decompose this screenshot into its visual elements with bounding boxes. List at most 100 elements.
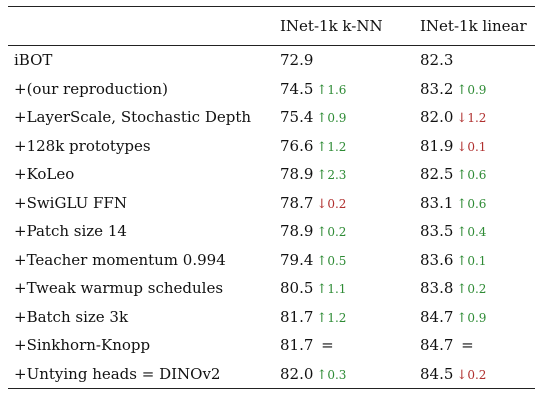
- knn-value: 74.5: [280, 79, 314, 98]
- knn-delta: ↑1.1: [316, 282, 347, 298]
- table-row: +SwiGLU FFN 78.7 ↓0.2 83.1 ↑0.6: [8, 189, 535, 218]
- linear-value: 83.8: [420, 279, 454, 298]
- linear-delta-value: 0.9: [467, 310, 487, 325]
- header-rule: [8, 45, 535, 46]
- row-label: +(our reproduction): [14, 79, 168, 98]
- linear-delta: ↓0.1: [456, 139, 487, 155]
- linear-delta-value: 1.2: [467, 111, 487, 126]
- knn-delta-value: 0.2: [327, 225, 347, 240]
- linear-delta: ↑0.6: [456, 196, 487, 212]
- knn-delta-value: 1.2: [327, 310, 347, 325]
- linear-value: 84.7: [420, 336, 454, 355]
- knn-value: 81.7: [280, 336, 314, 355]
- linear-delta-value: 0.2: [467, 282, 487, 297]
- table-row: +Untying heads = DINOv2 82.0 ↑0.3 84.5 ↓0.2: [8, 360, 535, 389]
- linear-delta: ↑0.4: [456, 225, 487, 241]
- linear-cell: 83.6 ↑0.1: [420, 251, 535, 269]
- row-label: +Tweak warmup schedules: [14, 279, 224, 298]
- up-arrow-icon: ↑: [456, 168, 468, 184]
- knn-delta-value: 1.1: [327, 282, 347, 297]
- knn-cell: 74.5 ↑1.6: [280, 80, 420, 98]
- linear-delta-value: 0.6: [467, 168, 487, 183]
- linear-value: 84.5: [420, 364, 454, 383]
- linear-value: 81.9: [420, 136, 454, 155]
- knn-cell: 78.9 ↑0.2: [280, 222, 420, 240]
- up-arrow-icon: ↑: [316, 282, 328, 298]
- knn-cell: 78.7 ↓0.2: [280, 194, 420, 212]
- knn-delta-value: 0.3: [327, 367, 347, 382]
- row-label: iBOT: [14, 51, 53, 70]
- linear-delta: ↑0.1: [456, 253, 487, 269]
- linear-cell: 83.8 ↑0.2: [420, 279, 535, 297]
- knn-cell: 75.4 ↑0.9: [280, 108, 420, 126]
- linear-delta: ↑0.2: [456, 282, 487, 298]
- knn-delta: ↑0.5: [316, 253, 347, 269]
- knn-delta: ↑1.6: [316, 82, 347, 98]
- up-arrow-icon: ↑: [316, 367, 328, 383]
- table-row: +LayerScale, Stochastic Depth 75.4 ↑0.9 82.…: [8, 103, 535, 132]
- table-row: +KoLeo 78.9 ↑2.3 82.5 ↑0.6: [8, 160, 535, 189]
- linear-delta-value: 0.1: [467, 253, 487, 268]
- knn-delta: ↑1.2: [316, 310, 347, 326]
- knn-value: 79.4: [280, 250, 314, 269]
- linear-value: 83.5: [420, 222, 454, 241]
- linear-cell: 84.7 ↑0.9: [420, 308, 535, 326]
- knn-delta-value: 1.2: [327, 139, 347, 154]
- knn-cell: 72.9: [280, 51, 420, 69]
- knn-value: 78.9: [280, 165, 314, 184]
- linear-value: 83.6: [420, 250, 454, 269]
- linear-delta: ↑0.6: [456, 168, 487, 184]
- knn-delta-value: 0.5: [327, 253, 347, 268]
- knn-value: 82.0: [280, 364, 314, 383]
- row-label: +Untying heads = DINOv2: [14, 364, 221, 383]
- up-arrow-icon: ↑: [456, 310, 468, 326]
- row-label: +Teacher momentum 0.994: [14, 250, 226, 269]
- knn-delta: ↑0.2: [316, 225, 347, 240]
- knn-value: 76.6: [280, 136, 314, 155]
- linear-cell: 82.3: [420, 51, 535, 69]
- linear-delta-value: 0.9: [467, 82, 487, 97]
- header-knn: INet-1k k-NN: [280, 17, 383, 35]
- linear-cell: 83.2 ↑0.9: [420, 80, 535, 98]
- linear-value: 84.7: [420, 307, 454, 326]
- table-row: +(our reproduction) 74.5 ↑1.6 83.2 ↑0.9: [8, 75, 535, 104]
- table-row: +Tweak warmup schedules 80.5 ↑1.1 83.8 ↑0.2: [8, 274, 535, 303]
- linear-cell: 82.5 ↑0.6: [420, 165, 535, 183]
- linear-cell: 83.5 ↑0.4: [420, 222, 535, 240]
- table-row: +Teacher momentum 0.994 79.4 ↑0.5 83.6 ↑0.1: [8, 246, 535, 275]
- up-arrow-icon: ↑: [456, 196, 468, 212]
- linear-value: 83.2: [420, 79, 454, 98]
- row-label: +128k prototypes: [14, 136, 151, 155]
- up-arrow-icon: ↑: [316, 168, 328, 184]
- table-body: iBOT 72.9 82.3 +(our reproduction) 74.5 ↑1.6 8…: [8, 46, 535, 388]
- linear-delta-value: 0.1: [467, 139, 487, 154]
- header-linear: INet-1k linear: [420, 17, 527, 35]
- up-arrow-icon: ↑: [456, 282, 468, 298]
- linear-cell: 84.7 =: [420, 336, 535, 354]
- knn-value: 80.5: [280, 279, 314, 298]
- linear-delta-value: 0.6: [467, 196, 487, 211]
- knn-delta: ↓0.2: [316, 197, 346, 212]
- knn-cell: 76.6 ↑1.2: [280, 137, 420, 155]
- top-rule: [8, 6, 535, 7]
- linear-delta: ↓1.2: [456, 111, 487, 126]
- knn-cell: 82.0 ↑0.3: [280, 365, 420, 383]
- row-label: +Sinkhorn-Knopp: [14, 336, 151, 355]
- table-row: +Batch size 3k 81.7 ↑1.2 84.7 ↑0.9: [8, 303, 535, 332]
- knn-delta: ↑1.2: [316, 139, 347, 155]
- results-table: INet-1k k-NN INet-1k linear iBOT 72.9 82.3…: [8, 6, 535, 389]
- up-arrow-icon: ↑: [456, 82, 468, 98]
- up-arrow-icon: ↑: [456, 225, 468, 241]
- linear-delta-value: 0.4: [467, 225, 487, 240]
- linear-delta: ↑0.9: [456, 310, 487, 326]
- knn-cell: 81.7 =: [280, 336, 420, 354]
- linear-delta: ↓0.2: [456, 367, 487, 383]
- linear-value: 82.0: [420, 108, 454, 127]
- knn-delta-value: 1.6: [327, 82, 347, 97]
- knn-delta: =: [316, 336, 334, 355]
- linear-value: 82.5: [420, 165, 454, 184]
- row-label: +KoLeo: [14, 165, 75, 184]
- up-arrow-icon: ↑: [316, 139, 328, 155]
- row-label: +LayerScale, Stochastic Depth: [14, 108, 252, 127]
- linear-delta-value: 0.2: [467, 367, 487, 382]
